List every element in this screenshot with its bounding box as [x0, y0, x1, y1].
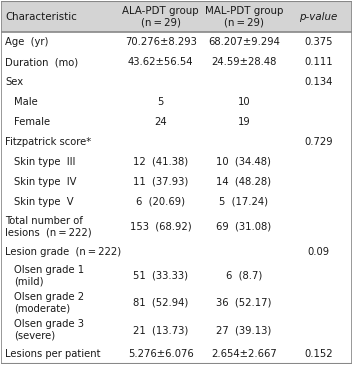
Text: 0.375: 0.375	[304, 37, 333, 47]
Text: 12  (41.38): 12 (41.38)	[133, 157, 188, 167]
Text: 21  (13.73): 21 (13.73)	[133, 325, 189, 335]
Text: MAL-PDT group
(n = 29): MAL-PDT group (n = 29)	[205, 5, 283, 28]
Text: 10  (34.48): 10 (34.48)	[216, 157, 271, 167]
Text: 27  (39.13): 27 (39.13)	[216, 325, 271, 335]
Bar	[1, 92, 352, 112]
Text: 81  (52.94): 81 (52.94)	[133, 298, 189, 308]
Text: Male: Male	[14, 97, 37, 107]
Text: Fitzpatrick score*: Fitzpatrick score*	[5, 137, 91, 147]
Text: 6  (20.69): 6 (20.69)	[136, 196, 185, 207]
Text: 69  (31.08): 69 (31.08)	[216, 222, 271, 232]
Bar	[1, 172, 352, 192]
Text: Sex: Sex	[5, 77, 23, 87]
Text: 70.276±8.293: 70.276±8.293	[125, 37, 197, 47]
Text: Olsen grade 3
(severe): Olsen grade 3 (severe)	[14, 319, 84, 341]
Text: Lesion grade  (n = 222): Lesion grade (n = 222)	[5, 247, 121, 257]
Text: ALA-PDT group
(n = 29): ALA-PDT group (n = 29)	[122, 5, 199, 28]
Text: 19: 19	[238, 117, 250, 127]
Bar	[1, 262, 352, 289]
Bar	[1, 72, 352, 92]
Text: 14  (48.28): 14 (48.28)	[216, 177, 271, 187]
Text: 51  (33.33): 51 (33.33)	[133, 271, 188, 281]
Text: 10: 10	[238, 97, 250, 107]
Text: Age  (yr): Age (yr)	[5, 37, 48, 47]
Text: Olsen grade 1
(mild): Olsen grade 1 (mild)	[14, 265, 84, 287]
Text: 5  (17.24): 5 (17.24)	[220, 196, 268, 207]
Text: 24.59±28.48: 24.59±28.48	[211, 57, 277, 67]
Text: 68.207±9.294: 68.207±9.294	[208, 37, 280, 47]
Bar	[1, 316, 352, 344]
Text: Skin type  III: Skin type III	[14, 157, 75, 167]
Text: 36  (52.17): 36 (52.17)	[216, 298, 271, 308]
Text: 0.111: 0.111	[304, 57, 333, 67]
Text: Skin type  V: Skin type V	[14, 196, 73, 207]
Text: 153  (68.92): 153 (68.92)	[130, 222, 192, 232]
Bar	[1, 289, 352, 316]
Bar	[1, 1, 352, 32]
Text: Duration  (mo): Duration (mo)	[5, 57, 78, 67]
Text: 24: 24	[154, 117, 167, 127]
Text: Characteristic: Characteristic	[5, 12, 77, 22]
Text: 0.09: 0.09	[307, 247, 329, 257]
Text: 5: 5	[157, 97, 164, 107]
Text: 2.654±2.667: 2.654±2.667	[211, 349, 277, 359]
Text: 0.134: 0.134	[304, 77, 333, 87]
Text: 0.152: 0.152	[304, 349, 333, 359]
Text: 43.62±56.54: 43.62±56.54	[128, 57, 193, 67]
Text: Skin type  IV: Skin type IV	[14, 177, 76, 187]
Text: Total number of
lesions  (n = 222): Total number of lesions (n = 222)	[5, 216, 91, 238]
Text: Lesions per patient: Lesions per patient	[5, 349, 100, 359]
Bar	[1, 192, 352, 211]
Bar	[1, 242, 352, 262]
Bar	[1, 132, 352, 152]
Text: 0.729: 0.729	[304, 137, 333, 147]
Bar	[1, 32, 352, 52]
Bar	[1, 52, 352, 72]
Bar	[1, 152, 352, 172]
Text: 11  (37.93): 11 (37.93)	[133, 177, 189, 187]
Bar	[1, 344, 352, 364]
Bar	[1, 211, 352, 242]
Text: 5.276±6.076: 5.276±6.076	[128, 349, 193, 359]
Text: p-value: p-value	[299, 12, 337, 22]
Bar	[1, 112, 352, 132]
Text: Olsen grade 2
(moderate): Olsen grade 2 (moderate)	[14, 292, 84, 314]
Text: Female: Female	[14, 117, 50, 127]
Text: 6  (8.7): 6 (8.7)	[226, 271, 262, 281]
